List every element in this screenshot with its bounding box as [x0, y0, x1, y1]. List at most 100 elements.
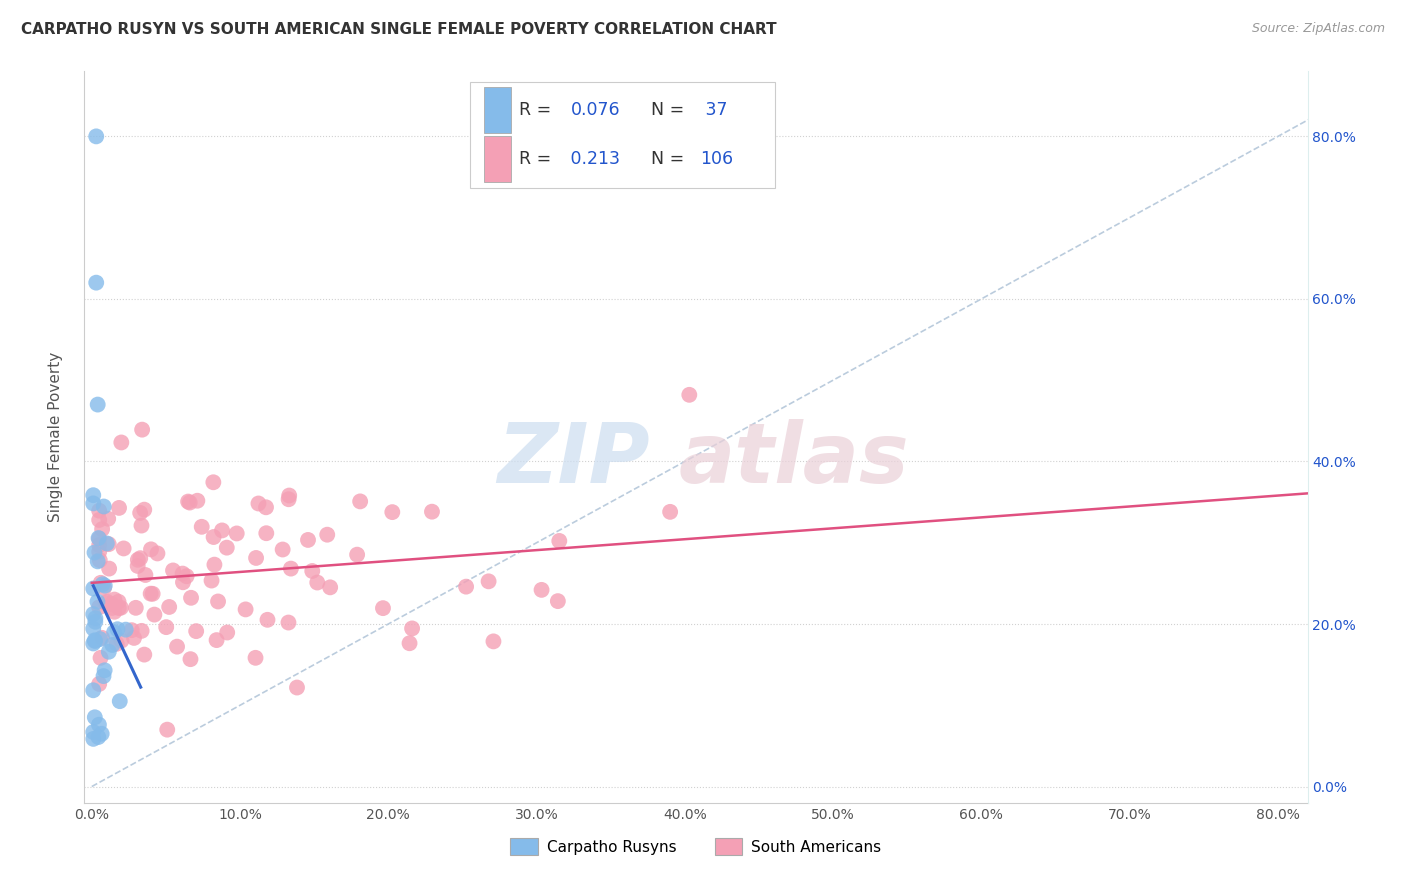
Point — [142, 587, 165, 601]
Point — [186, 624, 208, 639]
Point — [139, 587, 162, 601]
Point — [96, 536, 118, 550]
Point — [129, 551, 152, 566]
Text: 0.213: 0.213 — [565, 150, 620, 168]
Point — [82, 582, 104, 596]
Point — [157, 599, 180, 614]
Text: N =: N = — [651, 150, 689, 168]
Point — [280, 561, 302, 575]
Point — [107, 622, 129, 636]
Point — [215, 541, 238, 555]
Text: Source: ZipAtlas.com: Source: ZipAtlas.com — [1251, 22, 1385, 36]
Point — [207, 594, 229, 608]
Point — [89, 532, 111, 546]
Point — [172, 575, 194, 590]
Point — [107, 595, 129, 609]
Point — [278, 489, 301, 503]
Point — [90, 727, 112, 741]
Point — [83, 710, 105, 724]
Point — [101, 601, 124, 615]
Point — [101, 638, 124, 652]
Point — [82, 725, 104, 739]
Point — [202, 530, 225, 544]
Point — [125, 600, 148, 615]
Point — [256, 613, 278, 627]
Point — [211, 524, 233, 538]
Point — [114, 623, 136, 637]
Point — [103, 592, 125, 607]
Point — [86, 554, 108, 568]
Text: 0.076: 0.076 — [571, 101, 621, 120]
Point — [89, 545, 111, 559]
Point — [131, 624, 153, 638]
Point — [110, 633, 132, 648]
Point — [101, 597, 124, 611]
Legend: Carpatho Rusyns, South Americans: Carpatho Rusyns, South Americans — [505, 832, 887, 861]
Point — [381, 505, 404, 519]
Point — [134, 648, 156, 662]
Point — [82, 683, 104, 698]
Point — [155, 620, 177, 634]
Point — [90, 651, 112, 665]
Point — [478, 574, 501, 589]
Point — [131, 518, 153, 533]
Point — [134, 502, 156, 516]
Point — [482, 634, 505, 648]
Point — [225, 526, 247, 541]
Text: N =: N = — [651, 101, 689, 120]
Point — [162, 564, 184, 578]
Point — [84, 634, 107, 648]
Text: CARPATHO RUSYN VS SOUTH AMERICAN SINGLE FEMALE POVERTY CORRELATION CHART: CARPATHO RUSYN VS SOUTH AMERICAN SINGLE … — [21, 22, 776, 37]
Point — [94, 596, 117, 610]
Point — [89, 504, 111, 518]
Point — [91, 577, 114, 591]
Point — [678, 388, 700, 402]
Point — [82, 607, 104, 621]
Point — [105, 637, 128, 651]
Point — [200, 574, 222, 588]
Point — [127, 558, 149, 573]
Point — [110, 435, 132, 450]
Point — [110, 600, 132, 615]
Point — [89, 553, 111, 567]
Point — [84, 276, 107, 290]
Point — [84, 129, 107, 144]
Point — [420, 505, 443, 519]
Point — [143, 607, 166, 622]
Point — [127, 553, 149, 567]
Point — [83, 545, 105, 559]
Point — [156, 723, 179, 737]
Point — [254, 500, 277, 515]
Point — [166, 640, 188, 654]
Point — [91, 522, 114, 536]
Point — [90, 575, 112, 590]
Point — [205, 633, 228, 648]
Point — [179, 652, 201, 666]
Point — [83, 633, 105, 648]
Point — [172, 566, 194, 581]
Point — [456, 580, 478, 594]
Point — [131, 423, 153, 437]
Point — [108, 500, 131, 515]
Point — [108, 601, 131, 615]
Point — [94, 579, 117, 593]
Point — [319, 580, 342, 594]
Point — [98, 561, 121, 575]
Point — [371, 601, 394, 615]
Point — [271, 542, 294, 557]
Point — [316, 527, 339, 541]
Point — [180, 591, 202, 605]
Point — [89, 538, 111, 552]
Point — [186, 493, 208, 508]
Point — [277, 492, 299, 507]
Point — [97, 512, 120, 526]
Point — [112, 541, 135, 556]
Point — [530, 582, 553, 597]
Point — [190, 520, 212, 534]
Point — [89, 600, 111, 615]
Point — [108, 694, 131, 708]
Point — [349, 494, 371, 508]
Point — [139, 542, 162, 557]
Bar — [484, 136, 512, 182]
Point — [301, 564, 323, 578]
